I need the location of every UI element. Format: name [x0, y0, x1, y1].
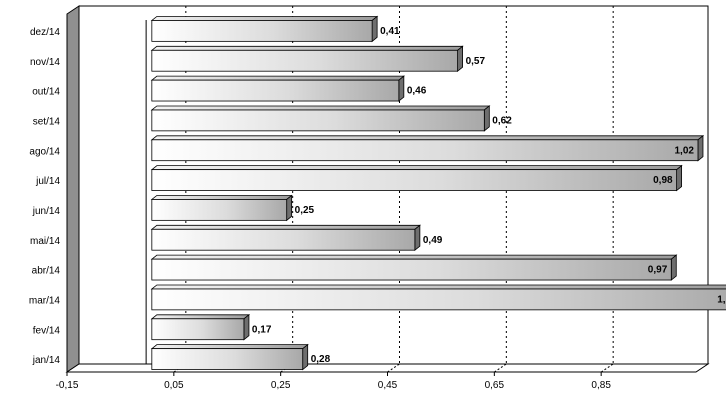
bar-top — [150, 344, 309, 350]
data-label: 0,97 — [648, 265, 668, 276]
bar-end — [414, 224, 421, 252]
x-tick-label: 0,85 — [591, 380, 611, 391]
category-label: dez/14 — [30, 27, 60, 38]
data-label: 0,98 — [653, 175, 673, 186]
x-tick-labels: -0,15 0,05 0,25 0,45 0,65 0,85 — [56, 380, 612, 391]
bar-fev-14: 0,17 — [150, 313, 272, 341]
bar-end — [286, 194, 293, 222]
bar-front — [151, 20, 373, 42]
data-label: 0,28 — [311, 354, 331, 365]
bar-end — [243, 313, 250, 341]
x-tick-label: -0,15 — [56, 380, 79, 391]
bar-nov-14: 0,57 — [150, 45, 486, 73]
bar-top — [150, 224, 422, 230]
x-tick-label: 0,05 — [164, 380, 184, 391]
bar-top — [150, 314, 251, 320]
category-label: abr/14 — [32, 266, 61, 277]
bar-front — [151, 139, 699, 162]
category-label: mar/14 — [29, 295, 61, 306]
data-label: 0,57 — [466, 56, 486, 67]
bar-top — [150, 195, 293, 200]
category-label: ago/14 — [29, 146, 60, 157]
bar-front — [151, 199, 288, 221]
data-label: 0,46 — [407, 86, 427, 97]
bar-mar-14: 1,10 — [150, 284, 726, 311]
category-label: out/14 — [32, 87, 60, 98]
floor-gridline — [494, 363, 507, 373]
bar-mai-14: 0,49 — [150, 224, 443, 252]
category-label: fev/14 — [33, 325, 61, 336]
category-label: jul/14 — [35, 176, 60, 187]
bar-front — [151, 348, 304, 370]
category-label: nov/14 — [30, 57, 60, 68]
bar-front — [151, 318, 245, 341]
bar-front — [151, 228, 416, 251]
bar-front — [151, 288, 726, 311]
category-label: mai/14 — [30, 236, 60, 247]
bar-end — [302, 343, 309, 371]
category-label: jun/14 — [32, 206, 61, 217]
bar-end — [371, 15, 378, 43]
data-label: 0,25 — [295, 205, 315, 216]
x-tick-label: 0,45 — [378, 380, 398, 391]
bar-ago-14: 1,02 — [150, 134, 705, 162]
bar-front — [151, 49, 458, 72]
category-labels: jan/14 fev/14 mar/14 abr/14 mai/14 jun/14 jul/… — [29, 27, 61, 366]
data-label: 0,62 — [492, 115, 512, 126]
bar-jan-14: 0,28 — [150, 343, 331, 371]
bar-front — [151, 258, 672, 281]
bar-jun-14: 0,25 — [150, 194, 315, 222]
bar-end — [697, 134, 704, 162]
bar-front — [151, 169, 678, 191]
bar-end — [483, 105, 490, 132]
data-label: 1,02 — [675, 145, 695, 156]
bar-set-14: 0,62 — [150, 105, 512, 132]
x-tick-label: 0,25 — [271, 380, 291, 391]
category-label: set/14 — [33, 116, 61, 127]
data-label: 0,41 — [380, 26, 400, 37]
bar-top — [150, 105, 491, 111]
floor-gridline — [387, 363, 400, 373]
bar-end — [457, 45, 464, 73]
bar-front — [151, 109, 485, 132]
bar-end — [676, 164, 683, 192]
bar-top — [150, 135, 705, 141]
bar-out-14: 0,46 — [150, 75, 427, 102]
floor-gridline — [600, 363, 614, 373]
data-label: 1,10 — [717, 294, 726, 305]
bar-top — [150, 254, 678, 260]
bar-end — [670, 254, 677, 281]
bar-top — [150, 284, 726, 290]
category-label: jan/14 — [32, 355, 61, 366]
bar-jul-14: 0,98 — [150, 164, 683, 192]
bar-top — [150, 75, 405, 81]
x-tick-label: 0,65 — [485, 380, 505, 391]
bar-end — [398, 75, 405, 102]
bar-top — [150, 45, 464, 51]
data-label: 0,17 — [252, 324, 272, 335]
bar-front — [151, 79, 400, 102]
bar-top — [150, 16, 379, 21]
data-label: 0,49 — [423, 235, 443, 246]
bars-group: 0,28 0,17 1,10 0,97 0,49 0,25 0,98 1,02 0,62 0,46… — [150, 15, 726, 371]
bar-top — [150, 165, 683, 171]
side-wall — [66, 5, 80, 373]
bar-dez-14: 0,41 — [150, 15, 400, 43]
bar-abr-14: 0,97 — [150, 254, 678, 281]
